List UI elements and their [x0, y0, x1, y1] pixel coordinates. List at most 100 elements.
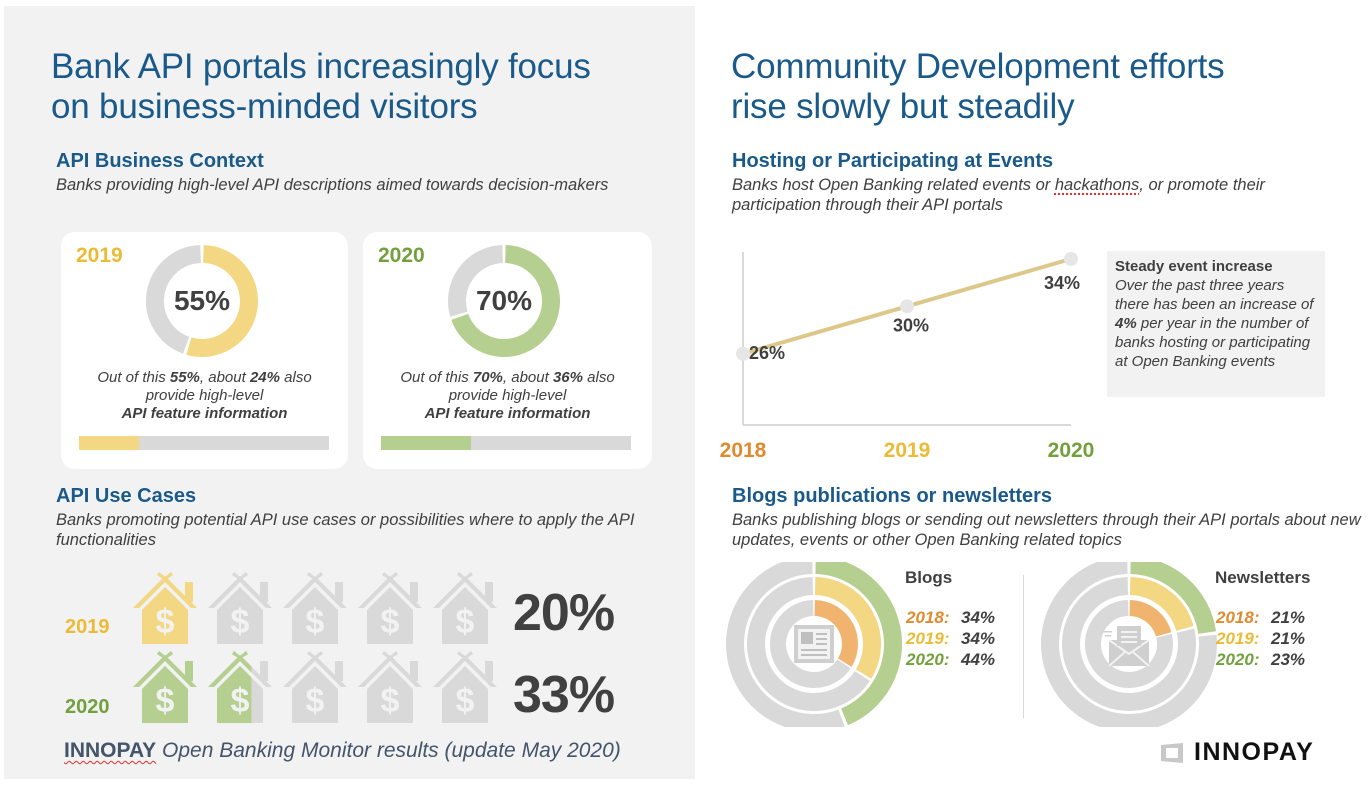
progress-bar-fill	[381, 436, 471, 450]
card-2019: 2019 55% Out of this 55%, about 24% also…	[61, 232, 348, 469]
svg-text:$: $	[306, 682, 325, 720]
events-subtitle: Banks host Open Banking related events o…	[732, 176, 1265, 214]
house-dollar-icon: $	[429, 570, 502, 644]
house-dollar-icon: $	[204, 649, 277, 723]
svg-text:$: $	[456, 603, 475, 641]
legend-year: 2019:	[1216, 629, 1260, 648]
left-title-line1: Bank API portals increasingly focus	[51, 47, 591, 86]
x-tick-label: 2020	[1048, 439, 1095, 462]
legend-year: 2018:	[1216, 608, 1260, 627]
source-note: INNOPAY Open Banking Monitor results (up…	[64, 739, 621, 763]
legend-value: 21%	[1271, 608, 1306, 627]
blogs-ring-chart	[726, 562, 902, 727]
use-case-year-2020: 2020	[65, 696, 110, 718]
progress-bar	[79, 436, 329, 450]
blogs-subtitle: Banks publishing blogs or sending out ne…	[732, 511, 1361, 549]
legend-entry: 2020: 23%	[1216, 649, 1305, 670]
ring-value-arc	[1129, 600, 1172, 637]
data-point	[900, 299, 914, 314]
legend-value: 44%	[961, 650, 996, 669]
legend-value: 21%	[1271, 629, 1306, 648]
data-label: 34%	[1044, 273, 1080, 293]
legend-value: 34%	[961, 629, 996, 648]
donut-value: 70%	[475, 285, 533, 316]
events-heading: Hosting or Participating at Events	[732, 150, 1054, 172]
newsletters-legend: 2018: 21% 2019: 21% 2020: 23%	[1216, 607, 1305, 670]
legend-entry: 2020: 44%	[906, 649, 995, 670]
innopay-logo: INNOPAY	[1160, 738, 1314, 767]
svg-text:$: $	[381, 682, 400, 720]
donut-chart	[448, 245, 560, 357]
house-dollar-icon: $	[354, 649, 427, 723]
card-description: Out of this 55%, about 24% also provide …	[97, 369, 312, 422]
logo-mark-icon	[1161, 742, 1183, 763]
use-cases-subtitle: Banks promoting potential API use cases …	[56, 511, 635, 549]
newsletters-title: Newsletters	[1215, 568, 1311, 587]
donut-value-arc	[186, 245, 258, 357]
house-row-2019: $ $ $ $	[129, 570, 502, 644]
use-case-year-2019: 2019	[65, 616, 110, 638]
house-dollar-icon: $	[204, 570, 277, 644]
divider	[1023, 575, 1024, 718]
blogs-heading: Blogs publications or newsletters	[732, 485, 1053, 507]
house-dollar-icon: $	[354, 570, 427, 644]
ring-value-arc	[814, 600, 858, 667]
newsletters-ring-chart	[1041, 562, 1217, 727]
donut-remainder-arc	[146, 245, 202, 354]
house-row-2020: $ $ $ $	[129, 649, 502, 723]
right-title-line1: Community Development efforts	[731, 47, 1225, 86]
house-dollar-icon: $	[129, 570, 202, 644]
ring-remainder-arc	[770, 600, 851, 688]
card-2020: 2020 70% Out of this 70%, about 36% also…	[363, 232, 652, 469]
blogs-title: Blogs	[905, 568, 953, 587]
donut-value-arc	[451, 245, 560, 357]
svg-text:$: $	[231, 603, 250, 641]
svg-text:$: $	[156, 603, 175, 641]
right-title-line2: rise slowly but steadily	[731, 87, 1075, 126]
legend-year: 2020:	[1216, 650, 1260, 669]
x-tick-label: 2018	[720, 439, 767, 462]
ring-value-arc	[815, 562, 902, 726]
svg-text:$: $	[381, 603, 400, 641]
progress-bar	[381, 436, 631, 450]
source-text: Open Banking Monitor results (update May…	[156, 739, 621, 762]
house-dollar-icon: $	[279, 570, 352, 644]
blogs-legend: 2018: 34% 2019: 34% 2020: 44%	[906, 607, 995, 670]
data-label: 26%	[749, 343, 785, 363]
svg-text:$: $	[231, 682, 250, 720]
donut-remainder-arc	[448, 245, 504, 317]
use-cases-heading: API Use Cases	[56, 485, 197, 507]
legend-year: 2018:	[906, 608, 950, 627]
svg-text:$: $	[156, 682, 175, 720]
donut-chart	[146, 245, 258, 357]
use-case-pct-2019: 20%	[513, 584, 615, 642]
data-label: 30%	[893, 315, 929, 335]
legend-entry: 2018: 21%	[1216, 607, 1305, 628]
use-case-pct-2020: 33%	[513, 666, 615, 724]
ring-value-arc	[814, 577, 881, 679]
legend-entry: 2019: 34%	[906, 628, 995, 649]
ring-remainder-arc	[726, 562, 845, 727]
legend-value: 23%	[1271, 650, 1306, 669]
newspaper-icon	[794, 625, 834, 663]
house-dollar-icon: $	[129, 649, 202, 723]
legend-entry: 2019: 21%	[1216, 628, 1305, 649]
ring-value-arc	[1129, 577, 1194, 632]
donut-value: 55%	[173, 285, 231, 316]
card-description: Out of this 70%, about 36% also provide …	[400, 369, 615, 422]
logo-text: INNOPAY	[1194, 738, 1315, 766]
ring-remainder-arc	[1041, 562, 1217, 727]
callout-box: Steady event increase Over the past thre…	[1107, 251, 1325, 397]
callout-body: Over the past three years there has been…	[1115, 277, 1314, 370]
progress-bar-fill	[79, 436, 139, 450]
ring-remainder-arc	[1085, 600, 1173, 688]
legend-entry: 2018: 34%	[906, 607, 995, 628]
ring-remainder-arc	[747, 577, 870, 711]
events-line-chart: 26% 2018 30% 2019 34% 2020	[720, 251, 1095, 462]
source-brand: INNOPAY	[64, 739, 157, 762]
right-title: Community Development efforts rise slowl…	[731, 47, 1225, 127]
data-point	[736, 346, 750, 361]
data-point	[1064, 251, 1078, 266]
card-year: 2019	[76, 244, 123, 267]
envelope-icon	[1103, 626, 1150, 667]
